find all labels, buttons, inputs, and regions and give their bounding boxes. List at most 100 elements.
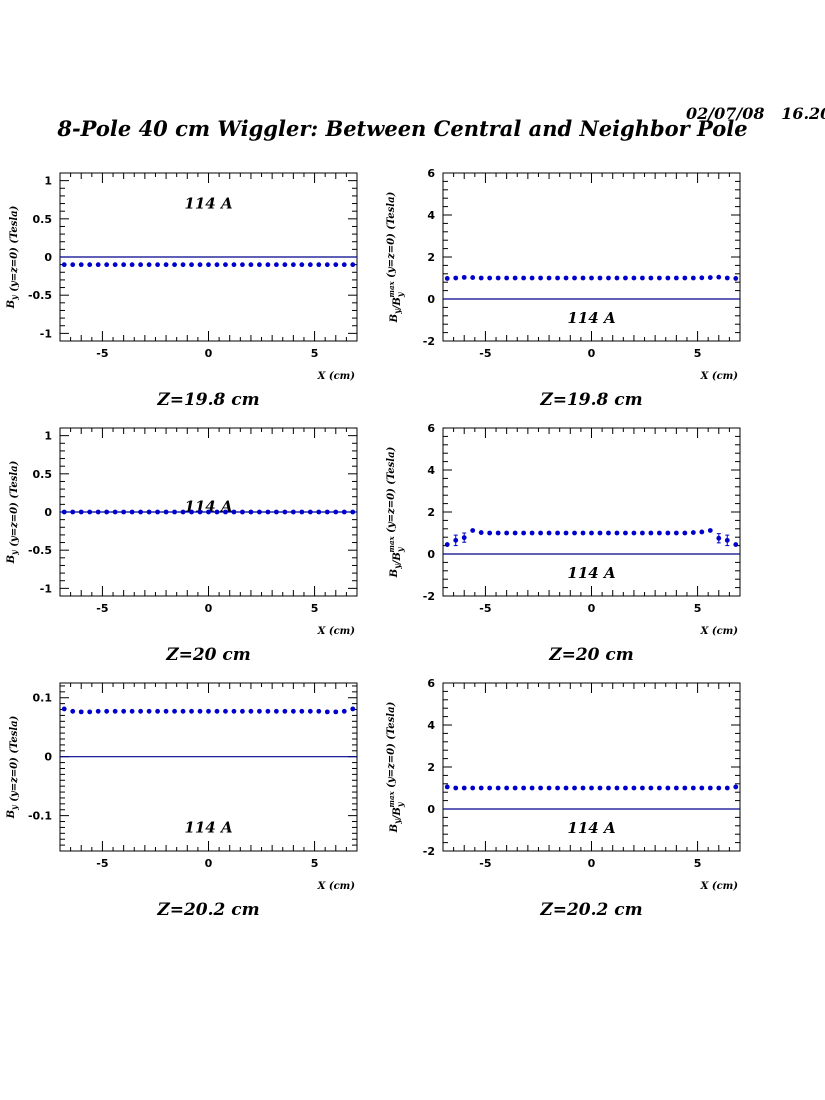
data-point bbox=[495, 275, 501, 281]
data-point bbox=[724, 275, 730, 281]
x-axis-label: X (cm) bbox=[317, 881, 356, 892]
data-point bbox=[299, 708, 305, 714]
data-point bbox=[461, 274, 467, 280]
y-tick-label: 1 bbox=[44, 430, 52, 443]
data-point bbox=[95, 509, 101, 515]
z-position-caption: Z=19.8 cm bbox=[539, 390, 642, 410]
plot-panel-5: -5 0 5 0.1 0 -0.1 114 A X (cm) By (y=z=0) (Tesla… bbox=[6, 682, 358, 920]
x-axis-label: X (cm) bbox=[700, 371, 739, 382]
data-point bbox=[444, 542, 450, 547]
data-point bbox=[699, 529, 705, 535]
current-annotation: 114 A bbox=[184, 195, 232, 213]
data-point bbox=[640, 785, 645, 791]
label-text: B bbox=[6, 810, 17, 819]
y-tick-label: -0.1 bbox=[28, 810, 52, 823]
data-point bbox=[504, 530, 510, 536]
data-point bbox=[470, 785, 476, 791]
data-point bbox=[87, 509, 93, 515]
data-point bbox=[146, 708, 152, 714]
data-point bbox=[538, 785, 543, 791]
data-point bbox=[61, 706, 67, 712]
data-point bbox=[521, 275, 527, 281]
x-axis-label: X (cm) bbox=[700, 881, 739, 892]
data-point bbox=[78, 709, 84, 715]
x-tick-label: 5 bbox=[311, 347, 319, 360]
data-point bbox=[648, 530, 654, 536]
data-point bbox=[546, 785, 552, 791]
data-point bbox=[333, 509, 339, 515]
data-point bbox=[512, 785, 518, 791]
data-point bbox=[95, 262, 101, 268]
data-point bbox=[163, 509, 169, 515]
data-point bbox=[563, 530, 569, 536]
data-point bbox=[138, 708, 144, 714]
data-point bbox=[690, 530, 696, 535]
x-tick-label: -5 bbox=[96, 347, 108, 360]
z-position-caption: Z=19.8 cm bbox=[156, 390, 259, 410]
label-text: (y=z=0) (Tesla) bbox=[386, 446, 397, 536]
data-point bbox=[341, 509, 347, 515]
data-point bbox=[673, 785, 679, 791]
label-text: /B bbox=[392, 807, 403, 820]
data-point bbox=[699, 785, 705, 791]
data-point bbox=[487, 530, 493, 536]
y-tick-label: 4 bbox=[427, 719, 435, 732]
data-point bbox=[580, 785, 586, 791]
data-point bbox=[172, 509, 177, 515]
data-point bbox=[682, 275, 688, 281]
superscript: max bbox=[387, 281, 396, 298]
data-point bbox=[640, 275, 645, 281]
x-tick-label: -5 bbox=[479, 602, 491, 615]
data-point bbox=[248, 262, 254, 268]
data-point bbox=[180, 708, 186, 714]
data-point bbox=[146, 262, 152, 268]
z-position-caption: Z=20 cm bbox=[548, 645, 634, 665]
x-tick-label: -5 bbox=[96, 602, 108, 615]
data-point bbox=[597, 530, 603, 536]
data-point bbox=[350, 509, 356, 515]
data-point bbox=[572, 530, 577, 536]
x-tick-label: 5 bbox=[694, 602, 702, 615]
current-annotation: 114 A bbox=[184, 498, 232, 516]
data-point bbox=[290, 262, 296, 268]
data-point bbox=[324, 509, 330, 515]
data-point bbox=[189, 262, 194, 268]
x-tick-label: 0 bbox=[588, 602, 596, 615]
data-point bbox=[563, 275, 569, 281]
data-point bbox=[546, 275, 552, 281]
data-point bbox=[265, 262, 271, 268]
data-point bbox=[623, 275, 628, 281]
data-point bbox=[716, 535, 722, 541]
y-tick-label: 6 bbox=[427, 167, 435, 180]
data-point bbox=[180, 509, 186, 515]
y-tick-label: -1 bbox=[40, 327, 52, 340]
data-point bbox=[214, 708, 220, 714]
y-axis-label: By/Bymax (y=z=0) (Tesla) bbox=[386, 446, 405, 578]
data-point bbox=[487, 275, 493, 281]
data-point bbox=[597, 785, 603, 791]
data-point bbox=[453, 275, 459, 281]
data-point bbox=[95, 708, 101, 714]
data-point bbox=[61, 509, 67, 515]
data-point bbox=[631, 275, 637, 281]
y-tick-label: 0 bbox=[44, 506, 52, 519]
data-point bbox=[214, 509, 220, 515]
data-point bbox=[87, 262, 93, 268]
superscript: max bbox=[387, 791, 396, 808]
data-point bbox=[121, 509, 127, 515]
data-point bbox=[265, 708, 271, 714]
plot-panel-1: -5 0 5 1 0.5 0 -0.5 -1 114 A X (cm) By (y=z=0) (Te… bbox=[6, 172, 358, 410]
data-point bbox=[555, 785, 560, 791]
subscript: y bbox=[392, 563, 402, 570]
data-point bbox=[538, 275, 543, 281]
subscript: y bbox=[9, 549, 19, 556]
data-point bbox=[282, 708, 288, 714]
data-point bbox=[240, 262, 245, 268]
data-point bbox=[529, 530, 535, 536]
data-point bbox=[273, 509, 279, 515]
data-point bbox=[724, 785, 730, 791]
page-title: 8-Pole 40 cm Wiggler: Between Central an… bbox=[57, 116, 748, 141]
superscript: max bbox=[387, 536, 396, 553]
